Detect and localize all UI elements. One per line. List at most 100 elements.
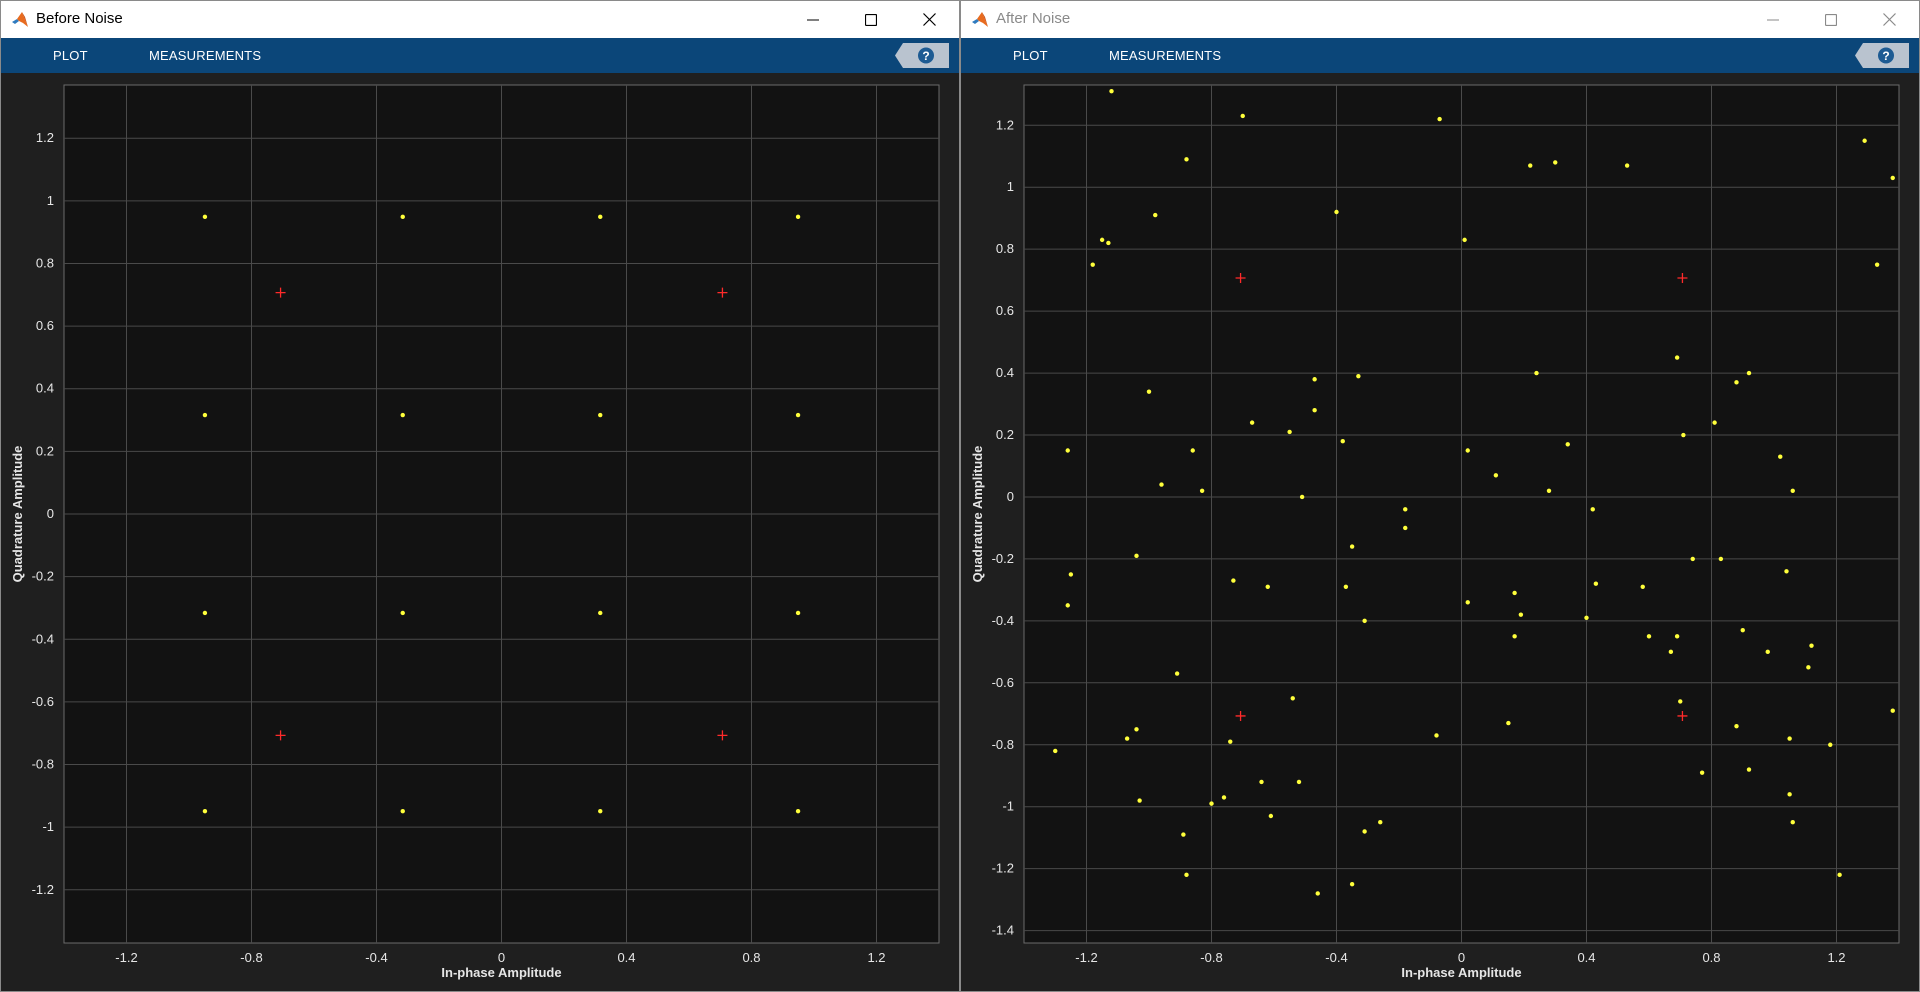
sample-point <box>1091 262 1095 266</box>
y-tick-label: -1.4 <box>992 923 1014 938</box>
sample-point <box>1553 160 1557 164</box>
y-tick-label: -1.2 <box>992 861 1014 876</box>
y-tick-label: 1.2 <box>36 130 54 145</box>
sample-point <box>1712 420 1716 424</box>
sample-point <box>1066 603 1070 607</box>
sample-point <box>1891 176 1895 180</box>
sample-point <box>1287 430 1291 434</box>
sample-point <box>796 215 800 219</box>
sample-point <box>598 611 602 615</box>
minimize-icon <box>1767 14 1779 26</box>
sample-point <box>1222 795 1226 799</box>
y-tick-label: 0.2 <box>36 443 54 458</box>
plot-area: -1.2 -0.8 -0.4 0 0.4 0.8 1.2 -1.2 -1 -0.8 -0.6 -0.4… <box>1 73 959 992</box>
sample-point <box>1159 482 1163 486</box>
sample-point <box>1675 634 1679 638</box>
sample-point <box>1591 507 1595 511</box>
x-tick-label: 0.4 <box>1577 950 1595 965</box>
help-button[interactable]: ? <box>1855 43 1909 68</box>
close-button[interactable] <box>1860 1 1918 38</box>
sample-point <box>796 611 800 615</box>
sample-point <box>1675 355 1679 359</box>
sample-point <box>1494 473 1498 477</box>
y-tick-label: 0.4 <box>996 365 1014 380</box>
sample-point <box>1512 591 1516 595</box>
sample-point <box>1778 454 1782 458</box>
sample-point <box>203 809 207 813</box>
sample-point <box>1228 739 1232 743</box>
sample-point <box>1647 634 1651 638</box>
sample-point <box>1806 665 1810 669</box>
tab-plot[interactable]: PLOT <box>1013 38 1048 73</box>
sample-point <box>1184 157 1188 161</box>
sample-point <box>1250 420 1254 424</box>
sample-point <box>1512 634 1516 638</box>
sample-point <box>1681 433 1685 437</box>
tab-plot[interactable]: PLOT <box>53 38 88 73</box>
sample-point <box>796 413 800 417</box>
x-tick-label: -1.2 <box>1075 950 1097 965</box>
x-tick-label: -0.4 <box>1325 950 1347 965</box>
sample-point <box>1350 882 1354 886</box>
sample-point <box>1378 820 1382 824</box>
sample-point <box>1875 262 1879 266</box>
y-tick-label: -0.8 <box>32 757 54 772</box>
minimize-button[interactable] <box>784 1 842 38</box>
y-tick-label: 0 <box>1007 489 1014 504</box>
sample-point <box>1519 612 1523 616</box>
sample-point <box>1828 743 1832 747</box>
sample-point <box>1134 727 1138 731</box>
sample-point <box>1200 489 1204 493</box>
y-tick-label: 0 <box>47 506 54 521</box>
svg-text:?: ? <box>1882 49 1889 63</box>
maximize-button[interactable] <box>1802 1 1860 38</box>
x-tick-label: 1.2 <box>1827 950 1845 965</box>
tab-measurements[interactable]: MEASUREMENTS <box>1109 38 1221 73</box>
y-tick-label: -0.2 <box>992 551 1014 566</box>
sample-point <box>1291 696 1295 700</box>
x-tick-label: 0.8 <box>1702 950 1720 965</box>
sample-point <box>1269 814 1273 818</box>
y-tick-label: 1 <box>1007 179 1014 194</box>
sample-point <box>1109 89 1113 93</box>
y-tick-label: -1 <box>42 819 54 834</box>
sample-point <box>598 809 602 813</box>
y-tick-label: -0.6 <box>32 694 54 709</box>
sample-point <box>1784 569 1788 573</box>
sample-point <box>1466 448 1470 452</box>
maximize-button[interactable] <box>842 1 900 38</box>
sample-point <box>1053 749 1057 753</box>
sample-point <box>1862 139 1866 143</box>
sample-point <box>1341 439 1345 443</box>
constellation-chart[interactable]: -1.2 -0.8 -0.4 0 0.4 0.8 1.2 -1.4 -1.2 -1 -0.8 -0.6… <box>961 73 1919 992</box>
title-bar[interactable]: After Noise <box>961 1 1919 38</box>
tab-measurements[interactable]: MEASUREMENTS <box>149 38 261 73</box>
sample-point <box>1466 600 1470 604</box>
x-tick-label: -1.2 <box>115 950 137 965</box>
minimize-button[interactable] <box>1744 1 1802 38</box>
help-button[interactable]: ? <box>895 43 949 68</box>
sample-point <box>1462 238 1466 242</box>
sample-point <box>1312 408 1316 412</box>
sample-point <box>1362 829 1366 833</box>
x-tick-label: 1.2 <box>867 950 885 965</box>
y-tick-label: -0.4 <box>992 613 1014 628</box>
sample-point <box>1106 241 1110 245</box>
constellation-chart[interactable]: -1.2 -0.8 -0.4 0 0.4 0.8 1.2 -1.2 -1 -0.8 -0.6 -0.4… <box>1 73 959 992</box>
sample-point <box>1316 891 1320 895</box>
title-bar[interactable]: Before Noise <box>1 1 959 38</box>
window-title: Before Noise <box>36 10 123 28</box>
sample-point <box>203 413 207 417</box>
x-tick-label: 0 <box>1458 950 1465 965</box>
y-tick-label: 1.2 <box>996 117 1014 132</box>
close-button[interactable] <box>900 1 958 38</box>
sample-point <box>1209 801 1213 805</box>
x-axis-label: In-phase Amplitude <box>441 965 561 980</box>
maximize-icon <box>1825 14 1837 26</box>
y-tick-label: -1 <box>1002 799 1014 814</box>
sample-point <box>1678 699 1682 703</box>
question-icon: ? <box>895 43 949 68</box>
sample-point <box>1787 792 1791 796</box>
y-tick-label: -0.8 <box>992 737 1014 752</box>
y-tick-label: 1 <box>47 193 54 208</box>
